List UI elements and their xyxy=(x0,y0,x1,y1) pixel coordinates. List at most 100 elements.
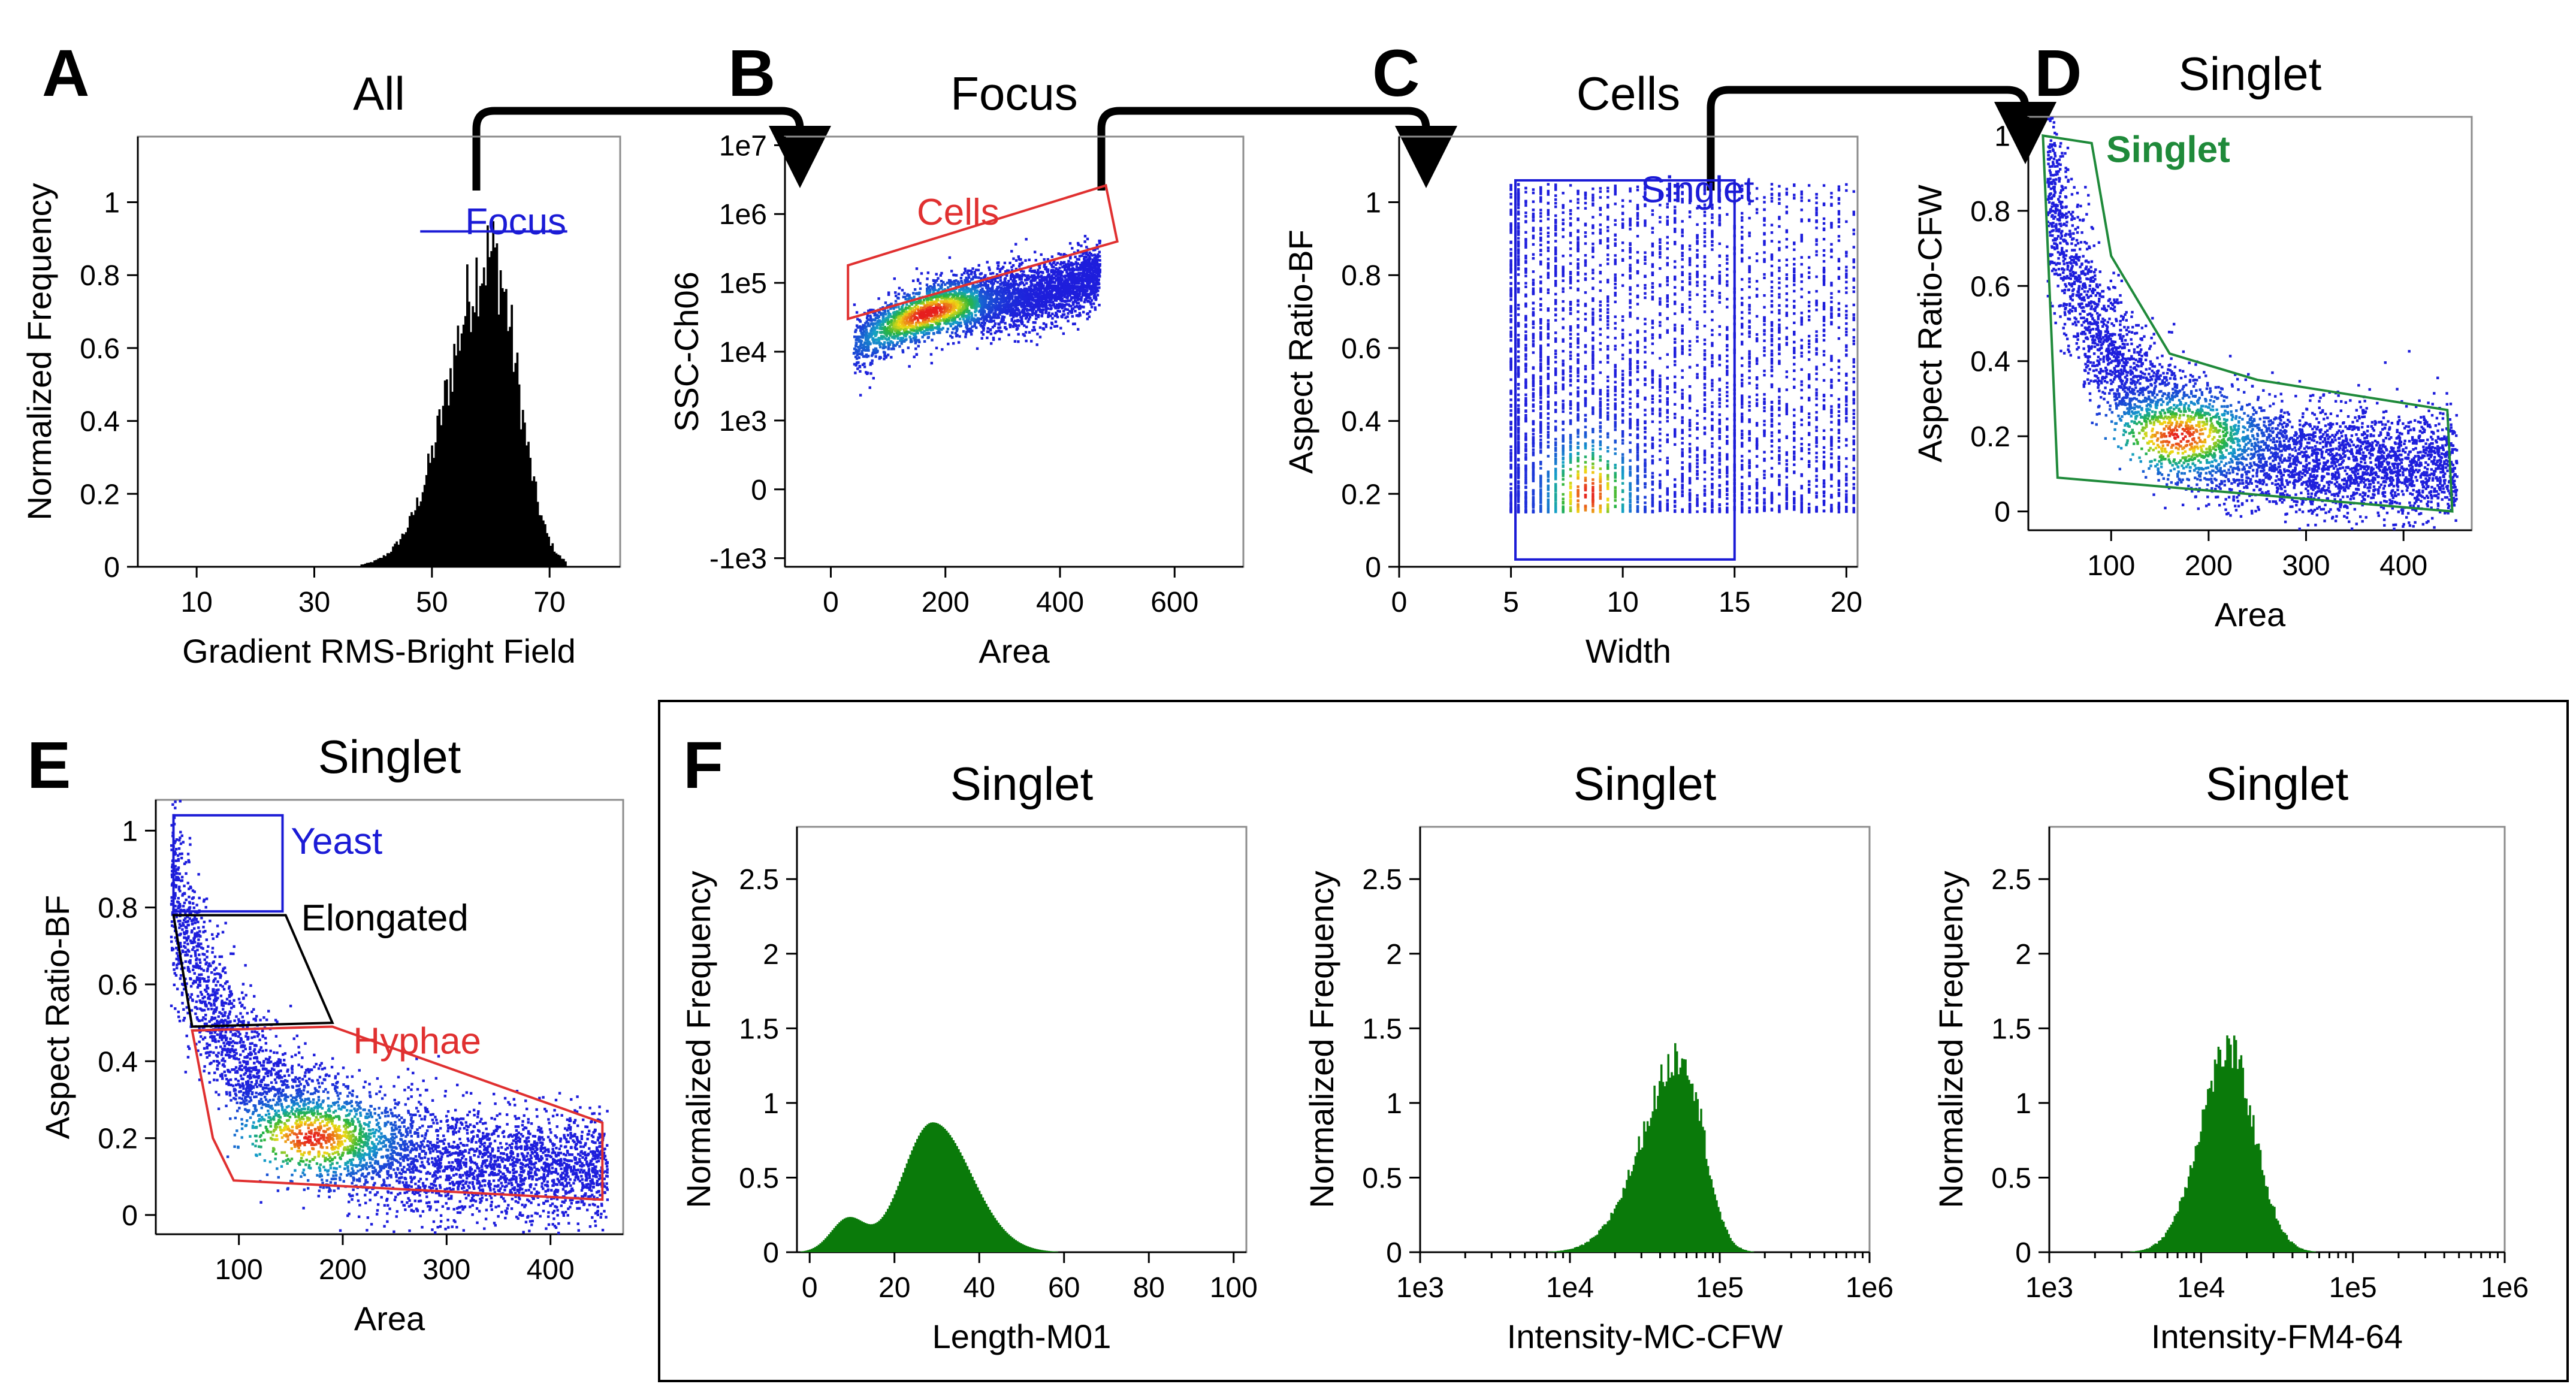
scatter-point xyxy=(1763,251,1766,254)
y-tick-label: 1 xyxy=(104,188,120,219)
y-tick-label: 1e3 xyxy=(719,406,767,437)
scatter-point xyxy=(1009,277,1013,280)
scatter-point xyxy=(975,326,978,330)
scatter-point xyxy=(1063,265,1066,268)
scatter-point xyxy=(900,314,903,317)
scatter-point xyxy=(1688,428,1692,431)
scatter-point xyxy=(940,300,943,303)
scatter-point xyxy=(956,280,960,283)
scatter-point xyxy=(1053,260,1056,263)
y-tick-label: 0.6 xyxy=(80,333,120,365)
scatter-point xyxy=(1020,274,1024,278)
scatter-point xyxy=(1056,261,1059,265)
scatter-point xyxy=(938,293,941,296)
scatter-point xyxy=(1088,292,1092,295)
scatter-point xyxy=(1696,470,1699,473)
scatter-point xyxy=(1098,250,1101,253)
scatter-point xyxy=(904,297,907,301)
scatter-point xyxy=(1059,273,1062,276)
scatter-point xyxy=(930,361,934,365)
scatter-point xyxy=(909,324,912,328)
scatter-point xyxy=(935,310,938,313)
scatter-point xyxy=(984,297,987,300)
scatter-point xyxy=(1073,299,1077,302)
scatter-point xyxy=(913,325,916,328)
scatter-point xyxy=(972,301,976,305)
scatter-point xyxy=(980,297,983,300)
scatter-point xyxy=(900,340,904,344)
scatter-point xyxy=(1092,281,1095,284)
scatter-point xyxy=(1080,285,1084,288)
scatter-point xyxy=(1002,284,1005,287)
scatter-point xyxy=(1034,321,1037,324)
scatter-point xyxy=(1025,292,1028,295)
scatter-point xyxy=(965,276,968,280)
scatter-point xyxy=(1644,255,1647,259)
scatter-point xyxy=(1688,318,1692,321)
scatter-point xyxy=(1000,311,1003,315)
scatter-point xyxy=(1062,300,1065,303)
scatter-point xyxy=(1017,309,1020,312)
scatter-point xyxy=(871,332,874,336)
scatter-point xyxy=(945,308,948,311)
scatter-point xyxy=(1086,274,1089,277)
y-tick-label: 1 xyxy=(1365,188,1381,219)
scatter-point xyxy=(1031,292,1034,296)
scatter-point xyxy=(927,310,931,313)
scatter-point xyxy=(997,327,1000,330)
scatter-point xyxy=(1012,279,1015,283)
histogram-bar xyxy=(386,553,389,567)
scatter-point xyxy=(1726,280,1729,283)
scatter-point xyxy=(1763,223,1766,226)
scatter-point xyxy=(1014,295,1017,298)
scatter-point xyxy=(857,340,860,343)
scatter-point xyxy=(1031,312,1034,315)
scatter-point xyxy=(916,320,920,323)
scatter-point xyxy=(1017,265,1021,268)
scatter-point xyxy=(1740,412,1744,416)
scatter-point xyxy=(1636,250,1639,254)
scatter-point xyxy=(908,331,911,334)
scatter-point xyxy=(1023,279,1027,282)
scatter-point xyxy=(1028,331,1031,334)
scatter-point xyxy=(1517,304,1520,307)
scatter-point xyxy=(1039,292,1042,295)
scatter-point xyxy=(993,316,997,319)
scatter-point xyxy=(1050,290,1053,293)
scatter-point xyxy=(1793,450,1796,454)
scatter-point xyxy=(1094,283,1097,286)
histogram-bar xyxy=(364,563,367,567)
scatter-point xyxy=(961,300,964,303)
scatter-point xyxy=(990,291,993,295)
scatter-point xyxy=(875,327,879,330)
scatter-point xyxy=(952,310,955,313)
scatter-point xyxy=(1097,271,1100,275)
scatter-point xyxy=(892,333,895,336)
scatter-point xyxy=(1621,498,1624,501)
scatter-point xyxy=(1045,286,1048,289)
scatter-point xyxy=(866,339,869,343)
scatter-point xyxy=(1547,266,1550,269)
scatter-point xyxy=(982,333,985,336)
scatter-point xyxy=(983,306,987,309)
scatter-point xyxy=(989,300,992,304)
scatter-point xyxy=(1088,282,1091,285)
scatter-point xyxy=(1666,499,1669,502)
scatter-point xyxy=(973,319,976,322)
scatter-point xyxy=(1023,324,1026,327)
scatter-point xyxy=(945,315,948,318)
scatter-point xyxy=(999,300,1002,303)
scatter-point xyxy=(1524,211,1527,214)
scatter-point xyxy=(1018,295,1022,298)
scatter-point xyxy=(891,341,894,345)
scatter-point xyxy=(913,333,916,337)
scatter-point xyxy=(1058,306,1061,309)
scatter-point xyxy=(1651,461,1654,465)
scatter-point xyxy=(869,335,873,338)
scatter-point xyxy=(939,274,943,277)
scatter-point xyxy=(1822,503,1826,506)
histogram-bar xyxy=(433,458,435,567)
scatter-point xyxy=(923,312,926,315)
scatter-point xyxy=(957,341,961,344)
scatter-point xyxy=(866,314,869,318)
